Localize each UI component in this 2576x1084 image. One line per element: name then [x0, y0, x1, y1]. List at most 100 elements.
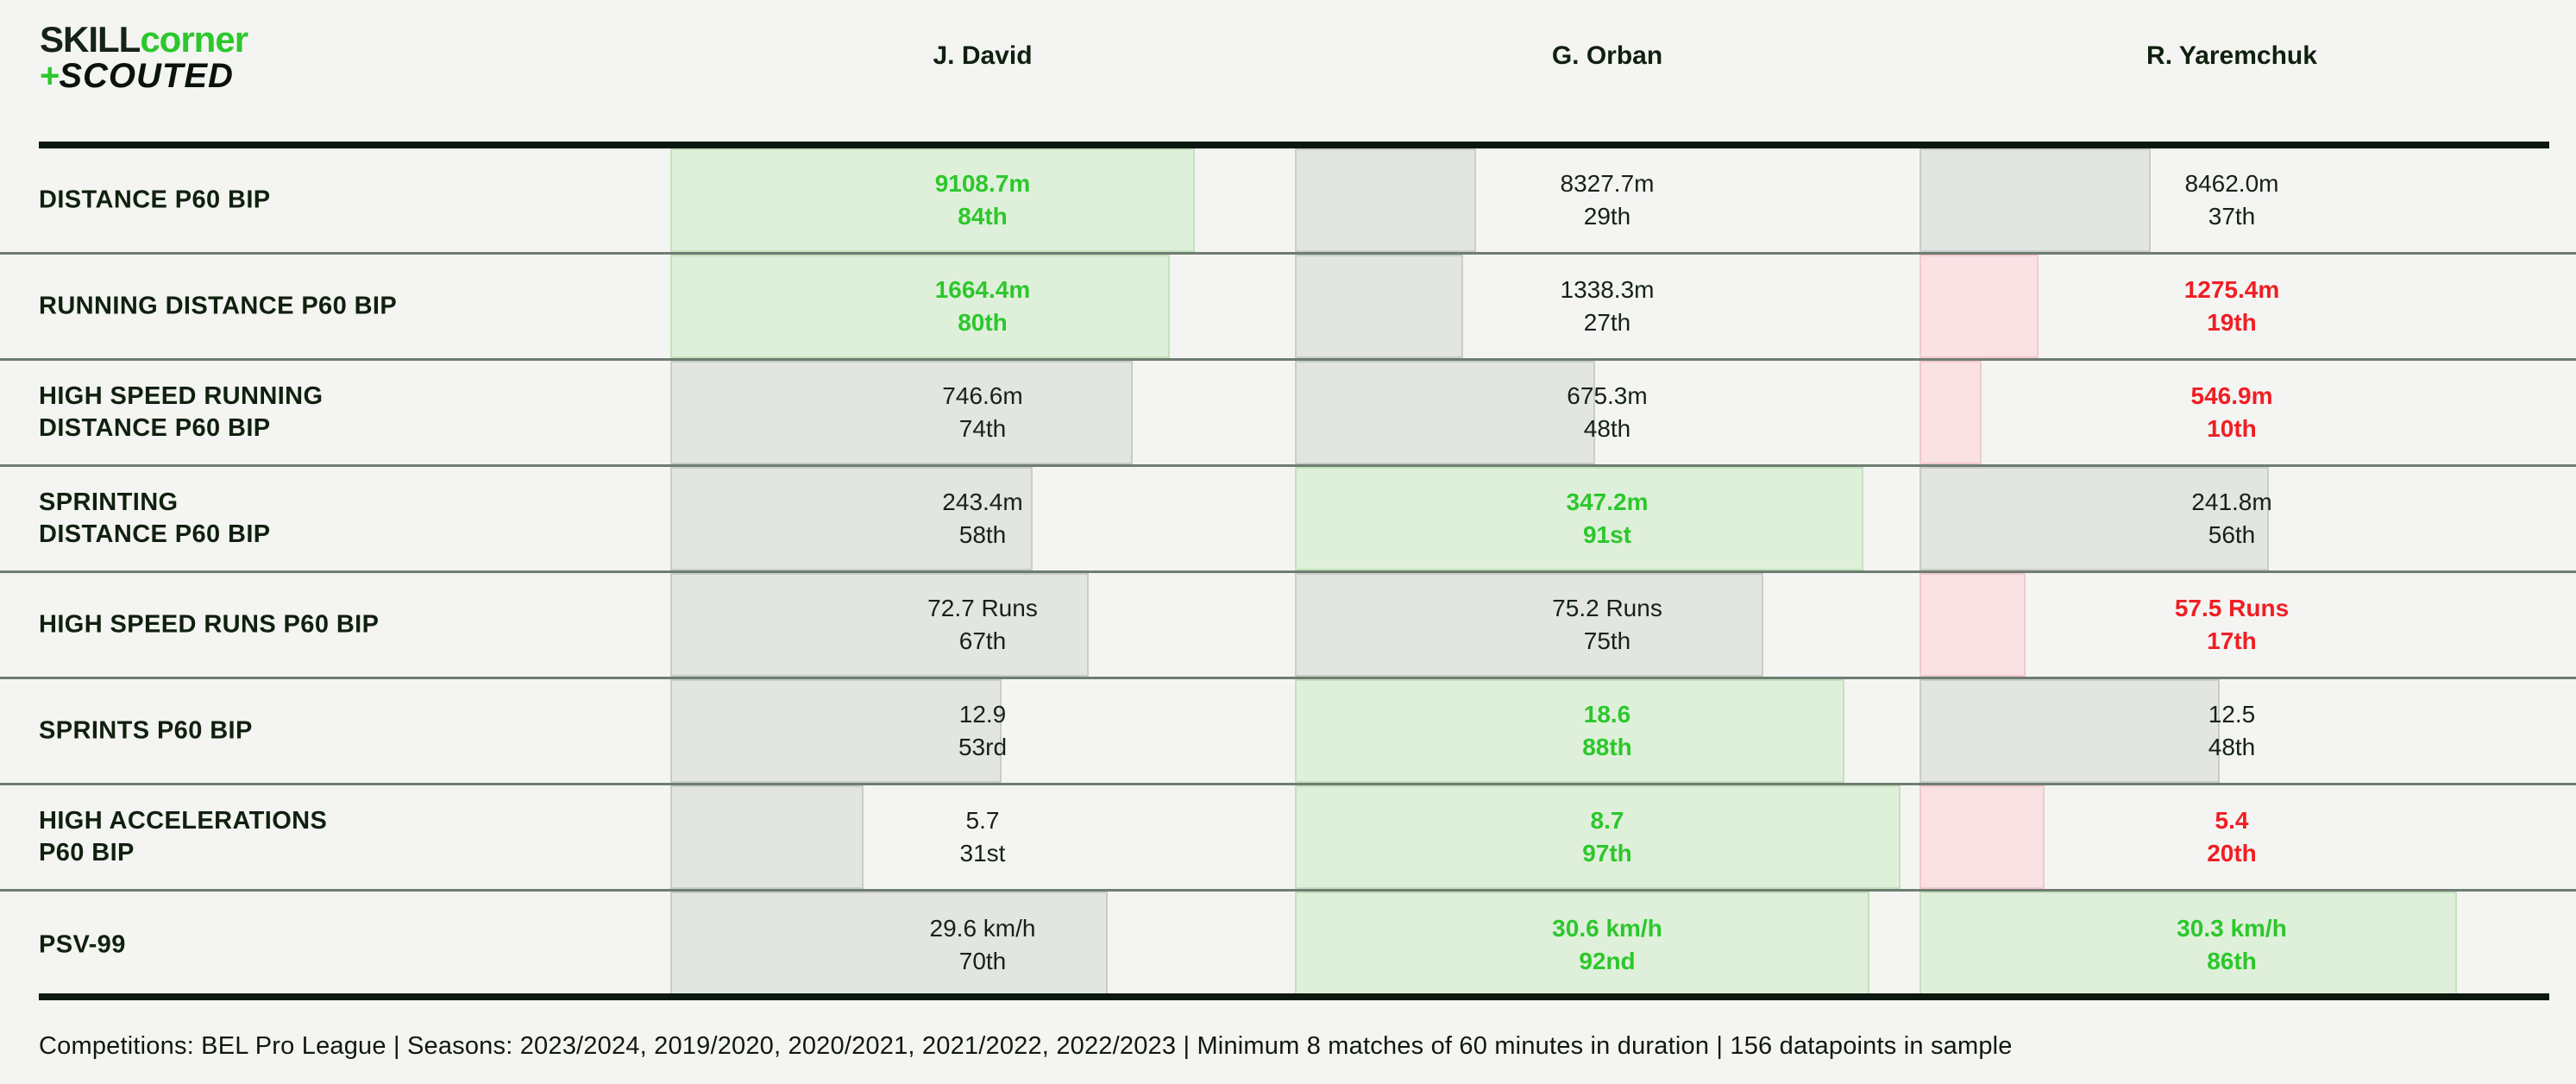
metric-value-block: 8327.7m 29th — [1295, 167, 1919, 233]
table-rows: DISTANCE P60 BIP 9108.7m 84th 8327.7m 29th 84… — [0, 148, 2576, 998]
metric-cell: 243.4m 58th — [670, 467, 1295, 570]
metric-percentile: 56th — [2208, 521, 2256, 548]
percentile-bar — [1295, 467, 1863, 570]
metric-value: 347.2m — [1566, 488, 1649, 515]
metric-value: 30.3 km/h — [2177, 914, 2287, 942]
metric-value-block: 75.2 Runs 75th — [1295, 592, 1919, 658]
metric-value-block: 9108.7m 84th — [670, 167, 1295, 233]
metric-cell: 29.6 km/h 70th — [670, 892, 1295, 998]
metric-label-line: P60 BIP — [39, 839, 135, 867]
metric-cell: 8.7 97th — [1295, 785, 1919, 889]
table-row: PSV-99 29.6 km/h 70th 30.6 km/h 92nd 30.3 km/… — [0, 892, 2576, 998]
metric-cell: 546.9m 10th — [1919, 361, 2544, 464]
sample-description-text: Competitions: BEL Pro League | Seasons: … — [39, 1032, 2013, 1060]
metric-label-line: DISTANCE P60 BIP — [39, 186, 271, 214]
metric-percentile: 70th — [958, 947, 1007, 974]
metric-label: RUNNING DISTANCE P60 BIP — [39, 291, 397, 323]
metric-value: 8.7 — [1590, 807, 1624, 834]
table-row: SPRINTS P60 BIP 12.9 53rd 18.6 88th 12.5 48th — [0, 679, 2576, 785]
metric-cell: 241.8m 56th — [1919, 467, 2544, 570]
metric-cell: 57.5 Runs 17th — [1919, 573, 2544, 677]
percentile-bar — [670, 573, 1090, 677]
metric-percentile: 88th — [1582, 734, 1632, 760]
metric-percentile: 75th — [1583, 627, 1631, 654]
metric-label: PSV-99 — [39, 929, 126, 961]
metric-cell: 75.2 Runs 75th — [1295, 573, 1919, 677]
metric-value-block: 243.4m 58th — [670, 486, 1295, 551]
metric-value-block: 5.4 20th — [1919, 804, 2544, 870]
percentile-bar — [670, 255, 1171, 358]
metric-value-block: 5.7 31st — [670, 804, 1295, 870]
metric-value-block: 12.9 53rd — [670, 698, 1295, 764]
table-row: HIGH ACCELERATIONS P60 BIP 5.7 31st 8.7 97th 5… — [0, 785, 2576, 892]
metric-value: 75.2 Runs — [1552, 595, 1662, 621]
metric-value: 746.6m — [942, 382, 1023, 409]
metric-label-line: HIGH ACCELERATIONS — [39, 807, 328, 835]
metric-value: 29.6 km/h — [929, 914, 1036, 942]
metric-value: 18.6 — [1583, 701, 1631, 728]
logo-line1: SKILLcorner — [40, 19, 248, 60]
metric-percentile: 67th — [958, 627, 1007, 654]
percentile-bar — [1295, 148, 1476, 252]
percentile-bar — [670, 467, 1033, 570]
metric-value-block: 1275.4m 19th — [1919, 274, 2544, 339]
metric-percentile: 37th — [2208, 203, 2256, 230]
metric-value-block: 18.6 88th — [1295, 698, 1919, 764]
footer-divider-line — [39, 993, 2549, 1000]
metric-cell: 12.5 48th — [1919, 679, 2544, 783]
metric-cell: 30.6 km/h 92nd — [1295, 892, 1919, 998]
metric-value-block: 30.6 km/h 92nd — [1295, 912, 1919, 978]
percentile-bar — [1919, 892, 2457, 998]
column-header-player-1: J. David — [933, 41, 1033, 70]
table-row: SPRINTING DISTANCE P60 BIP 243.4m 58th 347.2… — [0, 467, 2576, 573]
percentile-bar — [1919, 785, 2045, 889]
percentile-bar — [1919, 573, 2026, 677]
metric-cell: 9108.7m 84th — [670, 148, 1295, 252]
metric-label-line: DISTANCE P60 BIP — [39, 414, 271, 442]
percentile-bar — [1919, 361, 1982, 464]
percentile-bar — [1919, 679, 2220, 783]
metric-value: 675.3m — [1567, 382, 1648, 409]
metric-value-block: 8.7 97th — [1295, 804, 1919, 870]
percentile-bar — [1919, 148, 2151, 252]
percentile-bar — [670, 679, 1002, 783]
metric-percentile: 80th — [958, 309, 1008, 336]
metric-value-block: 347.2m 91st — [1295, 486, 1919, 551]
metric-value: 12.5 — [2208, 701, 2256, 728]
metric-cell: 5.7 31st — [670, 785, 1295, 889]
metric-value-block: 546.9m 10th — [1919, 380, 2544, 445]
metric-label: SPRINTING DISTANCE P60 BIP — [39, 487, 271, 551]
percentile-bar — [1295, 361, 1595, 464]
metric-cell: 675.3m 48th — [1295, 361, 1919, 464]
metric-label-line: SPRINTS P60 BIP — [39, 716, 253, 745]
logo-plus-icon: + — [40, 57, 60, 95]
logo-scouted-text: SCOUTED — [59, 57, 234, 95]
metric-cell: 1275.4m 19th — [1919, 255, 2544, 358]
metric-percentile: 10th — [2207, 415, 2257, 442]
metric-value-block: 72.7 Runs 67th — [670, 592, 1295, 658]
percentile-bar — [1295, 892, 1870, 998]
metric-label: HIGH SPEED RUNNING DISTANCE P60 BIP — [39, 381, 323, 444]
column-header-player-3: R. Yaremchuk — [2146, 41, 2317, 70]
metric-value: 57.5 Runs — [2174, 595, 2290, 621]
logo-corner-text: corner — [140, 19, 248, 60]
percentile-bar — [1919, 467, 2270, 570]
metric-percentile: 97th — [1582, 840, 1632, 867]
metric-cell: 18.6 88th — [1295, 679, 1919, 783]
metric-label: HIGH ACCELERATIONS P60 BIP — [39, 805, 327, 869]
metric-cell: 30.3 km/h 86th — [1919, 892, 2544, 998]
metric-cell: 8462.0m 37th — [1919, 148, 2544, 252]
metric-value-block: 30.3 km/h 86th — [1919, 912, 2544, 978]
percentile-bar — [1295, 573, 1763, 677]
metric-percentile: 27th — [1583, 309, 1631, 336]
metric-value: 12.9 — [958, 701, 1007, 728]
metric-value: 8462.0m — [2184, 170, 2279, 197]
percentile-bar — [1295, 785, 1901, 889]
metric-label: HIGH SPEED RUNS P60 BIP — [39, 609, 379, 641]
table-row: DISTANCE P60 BIP 9108.7m 84th 8327.7m 29th 84… — [0, 148, 2576, 255]
percentile-bar — [1919, 255, 2039, 358]
metric-percentile: 17th — [2207, 627, 2257, 654]
metric-percentile: 53rd — [958, 734, 1008, 760]
metric-cell: 1664.4m 80th — [670, 255, 1295, 358]
